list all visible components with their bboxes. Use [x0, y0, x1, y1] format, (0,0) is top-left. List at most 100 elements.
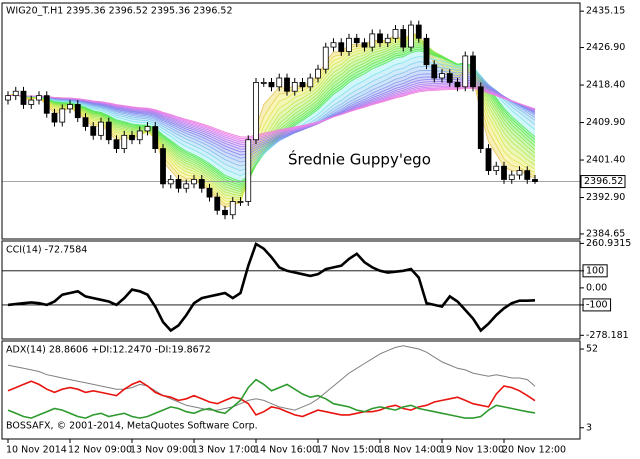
candle-body: [400, 29, 407, 48]
candle-body: [144, 126, 151, 132]
y-tick-label: 100: [586, 265, 604, 276]
candle-body: [346, 37, 352, 52]
adx-panel-border: [1, 340, 581, 440]
y-tick-label: 2401.40: [586, 155, 625, 166]
candle-body: [524, 170, 531, 180]
candle-body: [493, 165, 500, 172]
candle-body: [20, 90, 27, 105]
candle-body: [51, 112, 58, 123]
guppy-ema: [7, 87, 536, 138]
candle-body: [28, 99, 35, 105]
candle-body: [508, 174, 515, 180]
x-tick-label: 10 Nov 2014: [6, 445, 67, 456]
candle-body: [299, 82, 306, 88]
candle-body: [276, 77, 283, 88]
x-tick-label: 13 Nov 09:00: [130, 445, 194, 456]
candle-body: [485, 148, 492, 172]
candle-body: [105, 121, 112, 141]
level-label-box: [582, 264, 608, 278]
y-tick-label: 2409.90: [586, 117, 625, 128]
indicator-line: [7, 241, 536, 333]
last-price-label: 2396.52: [584, 176, 623, 187]
guppy-ema: [7, 36, 536, 201]
indicator-line: [7, 345, 536, 411]
candle-body: [423, 37, 430, 66]
y-tick-label: 52: [586, 344, 598, 355]
guppy-ema: [7, 69, 536, 163]
candle-body: [198, 179, 205, 189]
y-tick-label: 260.9315: [586, 238, 631, 249]
guppy-ema: [7, 61, 536, 172]
x-tick-label: 17 Nov 15:00: [316, 445, 380, 456]
candle-body: [431, 64, 438, 79]
candle-body: [175, 179, 182, 189]
price-panel-border: [1, 2, 581, 240]
candle-body: [206, 187, 213, 198]
candle-body: [183, 183, 190, 189]
adx-title: ADX(14) 28.8606 +DI:12.2470 -DI:19.8672: [6, 345, 211, 356]
candle-body: [330, 42, 337, 48]
y-tick-label: 3: [586, 422, 592, 433]
candle-body: [353, 37, 360, 44]
candle-body: [67, 104, 73, 110]
candle-body: [462, 55, 469, 88]
candle-body: [384, 37, 391, 44]
candle-body: [291, 82, 298, 92]
candle-body: [516, 170, 523, 176]
candle-body: [113, 139, 120, 149]
candle-body: [369, 33, 376, 48]
candle-body: [160, 148, 166, 185]
candle-body: [98, 121, 104, 136]
candle-body: [392, 29, 399, 39]
y-tick-label: -100: [586, 299, 608, 310]
marks: 2396.52 2435.15 2426.90 2418.40 2409.90 2401.…: [2, 6, 631, 456]
y-tick-label: -278.181: [586, 330, 629, 341]
candle-body: [12, 90, 19, 97]
candle-body: [136, 130, 143, 141]
candle-body: [167, 179, 174, 185]
candle-body: [5, 95, 11, 101]
candle-body: [501, 165, 507, 180]
candle-body: [74, 104, 81, 119]
guppy-ema: [7, 35, 536, 202]
indicator-line: [7, 378, 536, 419]
candle-body: [90, 126, 97, 136]
candle-body: [361, 42, 368, 48]
candle-body: [222, 209, 228, 216]
guppy-ema: [7, 33, 536, 205]
candle-body: [477, 86, 484, 149]
y-tick-label: 2384.65: [586, 228, 625, 239]
guppy-ema: [7, 65, 536, 167]
candle-body: [229, 201, 236, 216]
watermark: BOSSAFX, © 2001-2014, MetaQuotes Softwar…: [6, 421, 258, 432]
x-tick-label: 18 Nov 14:00: [378, 445, 442, 456]
candle-body: [532, 179, 538, 182]
candle-body: [129, 134, 135, 141]
y-tick-label: 2426.90: [586, 42, 625, 53]
candle-body: [338, 42, 345, 52]
last-price-box: [580, 175, 626, 189]
candle-body: [237, 201, 244, 203]
guppy-ema: [7, 50, 536, 182]
y-tick-label: 2392.90: [586, 192, 625, 203]
candle-body: [408, 24, 414, 48]
guppy-ema: [7, 38, 536, 197]
candle-body: [322, 46, 329, 70]
price-title: WIG20_T.H1 2395.36 2396.52 2395.36 2396.…: [6, 6, 233, 17]
x-tick-label: 12 Nov 09:00: [68, 445, 132, 456]
candle-body: [253, 82, 259, 141]
candle-body: [268, 82, 275, 88]
candle-body: [121, 134, 128, 149]
candle-body: [245, 139, 252, 202]
indicator-line: [7, 380, 536, 418]
candle-body: [315, 68, 321, 79]
x-tick-label: 13 Nov 17:00: [192, 445, 256, 456]
y-tick-label: 2435.15: [586, 6, 625, 17]
candle-body: [191, 179, 197, 185]
candle-body: [82, 117, 89, 127]
candle-body: [454, 82, 461, 88]
candle-body: [446, 73, 453, 83]
x-tick-label: 14 Nov 16:00: [254, 445, 318, 456]
candle-body: [152, 126, 159, 149]
